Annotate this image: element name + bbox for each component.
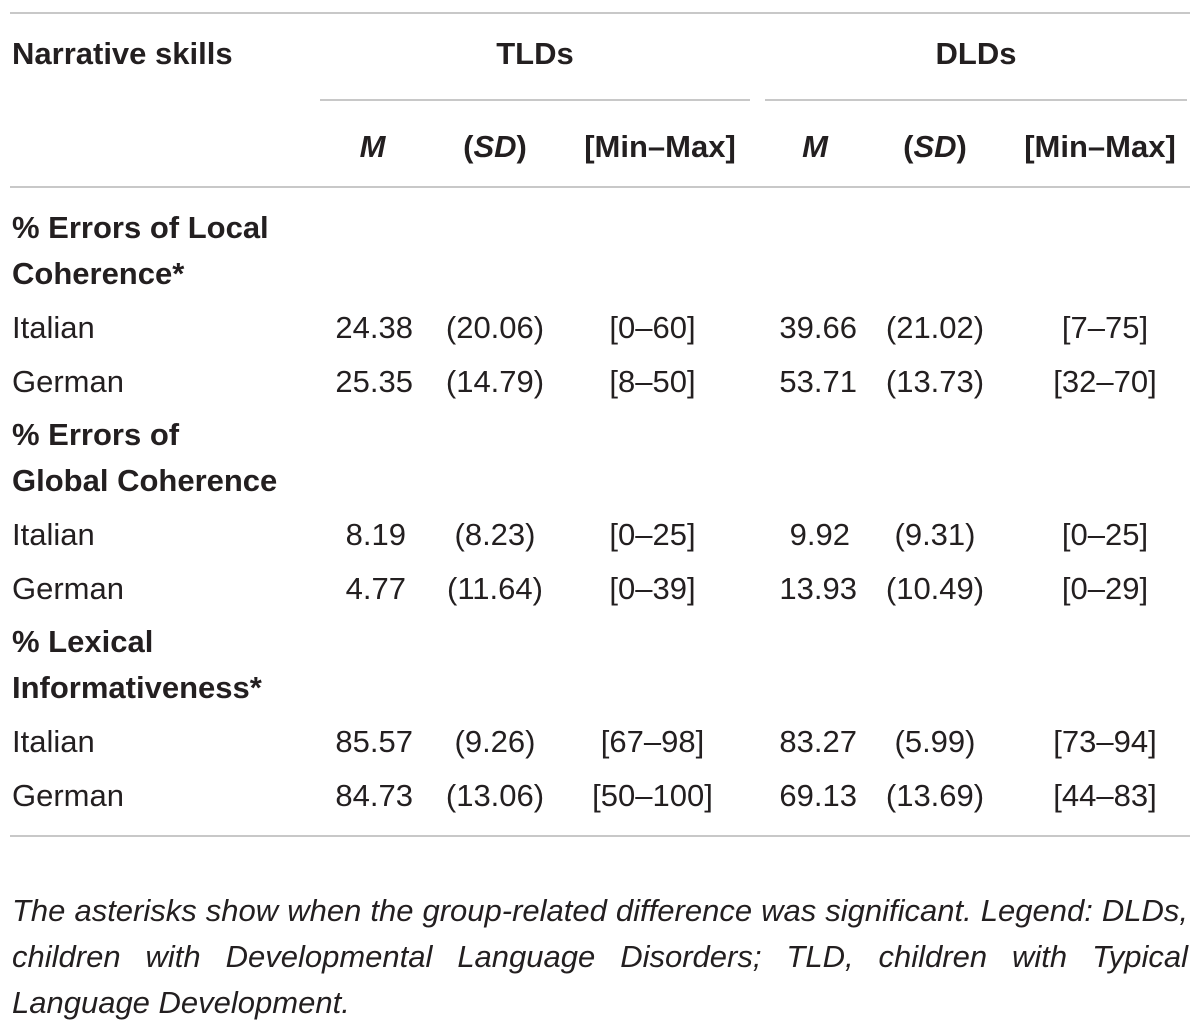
tld-mean-header: M	[359, 129, 386, 164]
table-footnote: The asterisks show when the group-relate…	[12, 893, 1188, 1020]
dld-range-header: [Min–Max]	[1024, 129, 1176, 164]
tlds-group-rule	[320, 99, 750, 101]
dld-mean: 69.13	[779, 778, 857, 813]
section-title: Coherence*	[12, 256, 185, 291]
tld-sd: (13.06)	[445, 778, 545, 813]
row-label: German	[12, 778, 124, 813]
row-label: Italian	[12, 517, 95, 552]
dld-sd: (13.73)	[885, 364, 985, 399]
section-title: % Lexical	[12, 624, 154, 659]
tld-sd: (9.26)	[454, 724, 536, 759]
tld-sd: (11.64)	[447, 571, 543, 606]
dld-range: [0–25]	[1061, 517, 1149, 552]
tld-sd: (8.23)	[454, 517, 536, 552]
tld-range: [0–60]	[609, 310, 696, 345]
dld-mean: 39.66	[779, 310, 857, 345]
dld-range: [32–70]	[1053, 364, 1157, 399]
dld-mean: 9.92	[789, 517, 850, 552]
row-label: German	[12, 571, 124, 606]
row-label: German	[12, 364, 124, 399]
header-bottom-rule	[10, 186, 1190, 188]
tld-sd: (20.06)	[445, 310, 545, 345]
dlds-group-rule	[765, 99, 1187, 101]
dld-range: [73–94]	[1053, 724, 1157, 759]
tld-range: [67–98]	[600, 724, 705, 759]
group-header-tlds: TLDs	[496, 36, 574, 71]
dld-range: [44–83]	[1053, 778, 1157, 813]
tld-mean: 84.73	[335, 778, 413, 813]
dld-sd: (9.31)	[894, 517, 976, 552]
dld-mean: 53.71	[779, 364, 857, 399]
section-title: Informativeness*	[12, 670, 262, 705]
tld-mean: 24.38	[335, 310, 413, 345]
dld-range: [7–75]	[1061, 310, 1149, 345]
dld-mean: 13.93	[779, 571, 857, 606]
table-top-rule	[10, 12, 1190, 14]
table-bottom-rule	[10, 835, 1190, 837]
tld-sd: (14.79)	[445, 364, 545, 399]
tld-range: [0–25]	[609, 517, 696, 552]
dld-sd-header: (SD)	[903, 129, 967, 164]
section-title: % Errors of Local	[12, 210, 269, 245]
tld-range: [50–100]	[592, 778, 713, 813]
dld-range: [0–29]	[1061, 571, 1149, 606]
row-label: Italian	[12, 724, 95, 759]
section-title: % Errors of	[12, 417, 180, 452]
tld-range: [8–50]	[609, 364, 696, 399]
dld-sd: (5.99)	[894, 724, 976, 759]
tld-mean: 8.19	[345, 517, 406, 552]
row-label: Italian	[12, 310, 95, 345]
dld-sd: (10.49)	[885, 571, 985, 606]
tld-range-header: [Min–Max]	[584, 129, 736, 164]
dld-mean-header: M	[802, 129, 828, 164]
dld-sd: (13.69)	[885, 778, 985, 813]
tld-mean: 25.35	[335, 364, 413, 399]
row-label-header: Narrative skills	[12, 36, 233, 71]
tld-range: [0–39]	[609, 571, 696, 606]
group-header-dlds: DLDs	[935, 36, 1017, 71]
results-table: Narrative skills TLDs DLDs M (SD) [Min–M…	[10, 12, 1190, 1020]
dld-mean: 83.27	[779, 724, 857, 759]
dld-sd: (21.02)	[885, 310, 985, 345]
tld-mean: 85.57	[335, 724, 413, 759]
section-title: Global Coherence	[12, 463, 278, 498]
tld-mean: 4.77	[345, 571, 406, 606]
tld-sd-header: (SD)	[463, 129, 527, 164]
